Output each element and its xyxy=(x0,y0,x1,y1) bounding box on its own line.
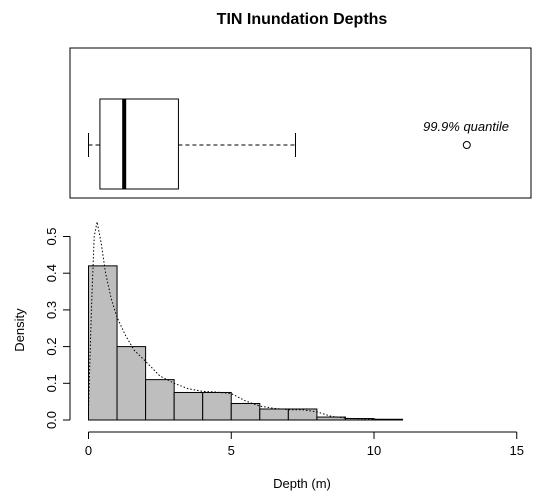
boxplot-panel-frame xyxy=(69,47,532,199)
histogram-bar xyxy=(116,346,147,421)
histogram-bar xyxy=(173,391,204,421)
y-axis-tick-label: 0.5 xyxy=(44,227,59,245)
x-axis-tick-label: 10 xyxy=(367,443,381,458)
histogram-bar xyxy=(344,418,375,421)
x-axis-tick-label: 5 xyxy=(228,443,235,458)
histogram-bar xyxy=(259,408,289,421)
y-axis-tick-label: 0.3 xyxy=(44,301,59,319)
histogram-bar xyxy=(88,265,118,421)
x-axis-tick-label: 0 xyxy=(85,443,92,458)
boxplot xyxy=(88,98,471,190)
boxplot-box xyxy=(99,98,179,190)
y-axis-tick-label: 0.1 xyxy=(44,374,59,392)
histogram-bar xyxy=(145,379,175,421)
histogram-bar xyxy=(230,402,261,421)
x-axis-label: Depth (m) xyxy=(273,476,331,491)
histogram-bar xyxy=(287,408,318,421)
histogram-bar xyxy=(202,391,232,421)
y-axis-tick-label: 0.2 xyxy=(44,338,59,356)
x-axis-tick-label: 15 xyxy=(510,443,524,458)
y-axis-tick-label: 0.0 xyxy=(44,411,59,429)
y-axis-tick-label: 0.4 xyxy=(44,264,59,282)
y-axis: 0.0 0.1 0.2 0.3 0.4 0.5 xyxy=(44,227,71,429)
chart-title: TIN Inundation Depths xyxy=(217,11,388,28)
outlier-annotation: 99.9% quantile xyxy=(423,119,509,134)
y-axis-label: Density xyxy=(12,308,27,352)
boxplot-outlier-point xyxy=(462,141,471,149)
histogram-bar xyxy=(373,418,404,421)
x-axis: 0 5 10 15 xyxy=(85,431,524,458)
histogram-bars xyxy=(88,265,404,421)
